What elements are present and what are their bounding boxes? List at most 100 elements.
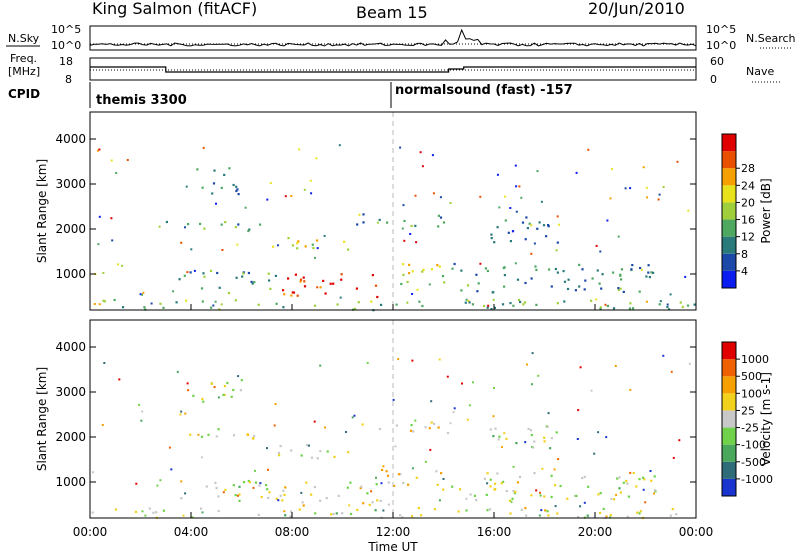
power-echo-cell [503,274,506,277]
power-echo-cell [630,268,633,271]
power-echo-cell [268,279,271,282]
power-scatter-cell [358,213,361,216]
x-tick-label: 08:00 [275,525,310,539]
power-echo-cell [248,228,251,231]
velocity-echo-cell [332,513,335,516]
velocity-scatter-cell [579,366,582,369]
power-scatter-cell [449,202,452,204]
velocity-colorbar-tick-label: -100 [741,439,766,452]
velocity-echo-cell [500,482,503,485]
power-scatter-cell [376,221,379,224]
velocity-scatter-cell [553,468,556,471]
power-echo-cell [467,299,470,302]
velocity-echo-cell [210,382,213,385]
velocity-scatter-cell [472,381,474,384]
power-scatter-cell [530,224,533,227]
velocity-echo-cell [459,488,462,491]
velocity-scatter-cell [236,494,239,497]
velocity-echo-cell [433,508,436,511]
power-echo-cell [443,281,446,284]
velocity-scatter-cell [141,410,144,413]
velocity-scatter-cell [670,370,673,373]
power-colorbar: 4 8 12 16 20 24 28 [721,133,755,289]
velocity-scatter-cell [614,365,617,367]
power-echo-cell [235,276,238,279]
velocity-scatter-cell [453,407,456,410]
velocity-scatter-cell [503,432,506,435]
power-echo-cell [483,304,486,308]
velocity-scatter-cell [583,501,586,504]
power-echo-cell [312,247,315,250]
power-echo-cell [414,224,417,227]
velocity-scatter-cell [197,433,200,436]
power-echo-cell [418,300,421,303]
cpid-strip: CPID themis 3300 normalsound (fast) -157 [8,82,573,108]
velocity-echo-cell [497,438,500,441]
power-panel: 1000 2000 3000 4000 Slant Range [km] 4 8 12 16… [35,111,773,312]
velocity-echo-cell [550,437,553,440]
power-echo-cell [322,279,325,282]
velocity-echo-cell [498,435,501,438]
velocity-echo-cell [378,428,381,431]
velocity-echo-cell [511,497,514,500]
velocity-scatter-cell [353,414,356,417]
velocity-echo-cell [635,485,638,488]
power-scatter-cell [338,144,341,147]
velocity-scatter-cell [259,482,262,485]
velocity-echo-cell [618,476,621,479]
power-echo-cell [340,278,343,281]
velocity-echo-cell [473,494,476,497]
velocity-scatter-cell [140,419,143,422]
velocity-scatter-cell [429,448,432,451]
power-scatter-cell [401,227,404,230]
velocity-scatter-cell [394,445,397,448]
velocity-echo-cell [232,484,235,487]
velocity-echo-cell [543,436,546,439]
velocity-echo-cell [650,479,653,482]
power-echo-cell [165,220,168,224]
velocity-echo-cell [330,513,333,516]
nsky-panel: N.Sky 10^5 10^0 10^5 10^0 N.Search [6,23,796,52]
power-echo-cell [437,214,440,217]
power-scatter-cell [158,225,161,228]
power-scatter-cell [558,223,561,226]
power-scatter-cell [595,244,598,247]
power-echo-cell [259,223,262,226]
velocity-scatter-cell [540,509,543,512]
power-echo-cell [374,284,378,287]
power-echo-cell [237,193,240,196]
power-scatter-cell [609,197,612,200]
velocity-echo-cell [485,493,488,496]
velocity-scatter-cell [187,389,190,392]
power-scatter-cell [97,243,100,246]
velocity-echo-cell [385,470,388,473]
velocity-echo-cell [546,510,549,513]
velocity-ylabel: Slant Range [km] [35,367,49,471]
velocity-echo-cell [574,494,577,497]
power-echo-cell [629,302,632,305]
power-scatter-cell [323,234,326,237]
velocity-scatter-cell [688,362,691,365]
velocity-echo-cell [366,492,369,495]
power-echo-cell [507,231,510,234]
power-scatter-cell [419,151,422,154]
power-ytick-label: 1000 [55,267,86,281]
power-echo-cell [203,275,206,278]
power-echo-cell [490,308,493,311]
velocity-echo-cell [217,495,220,498]
power-scatter-cell [93,303,96,305]
velocity-echo-cell [475,499,478,502]
power-echo-cell [548,268,551,271]
power-echo-cell [512,304,515,307]
power-scatter-cell [431,154,434,157]
velocity-echo-cell [247,479,250,483]
velocity-echo-cell [278,454,281,457]
power-echo-cell [403,219,406,223]
power-scatter-cell [518,185,521,188]
velocity-echo-cell [224,488,227,491]
power-colorbar-segment [722,253,736,271]
velocity-echo-cell [252,437,255,440]
power-echo-cell [209,269,213,272]
nsky-tick-top: 10^5 [51,23,81,36]
nsky-trace [89,28,697,47]
